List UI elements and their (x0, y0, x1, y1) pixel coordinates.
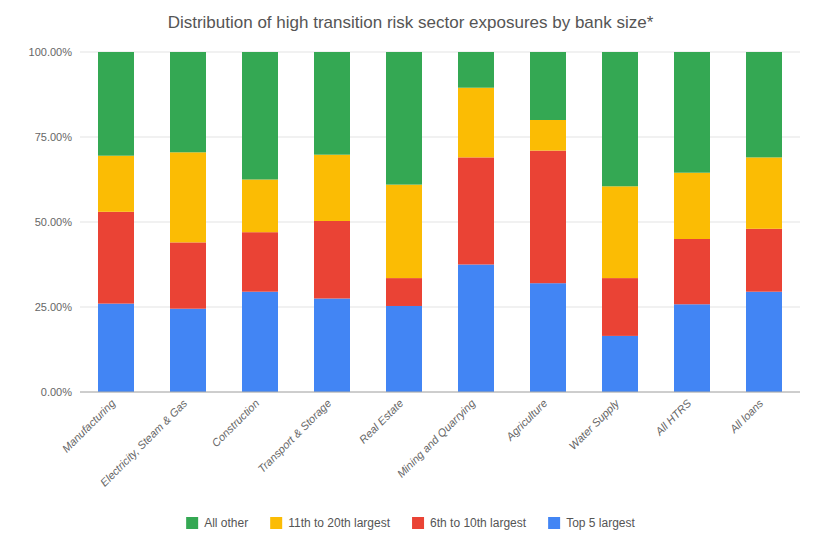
bar (458, 157, 494, 264)
bar (674, 304, 710, 392)
legend-swatch (548, 517, 560, 529)
bar (458, 88, 494, 158)
x-tick-label: Water Supply (566, 396, 622, 452)
legend-label: 6th to 10th largest (430, 516, 527, 530)
bar (98, 304, 134, 392)
x-tick-label: Mining and Quarrying (395, 396, 478, 479)
legend-swatch (412, 517, 424, 529)
bar (602, 336, 638, 392)
bar (530, 120, 566, 151)
x-tick-label: Manufacturing (60, 396, 118, 454)
bar (746, 52, 782, 157)
x-axis-line (80, 392, 800, 393)
bar (674, 239, 710, 304)
legend-swatch (186, 517, 198, 529)
bar (746, 292, 782, 392)
bar (170, 242, 206, 308)
y-tick-label: 25.00% (35, 301, 73, 313)
bar (314, 221, 350, 299)
y-tick-label: 75.00% (35, 131, 73, 143)
x-tick-label: Agriculture (503, 397, 549, 443)
legend-swatch (270, 517, 282, 529)
bars (98, 52, 782, 392)
bar (602, 186, 638, 278)
bar (98, 156, 134, 212)
bar (674, 52, 710, 173)
bar (314, 52, 350, 155)
bar (530, 283, 566, 392)
legend-label: Top 5 largest (566, 516, 635, 530)
series (98, 151, 782, 336)
bar (386, 278, 422, 306)
legend-item: All other (186, 516, 248, 530)
bar (170, 152, 206, 242)
bar (386, 185, 422, 279)
bar (602, 52, 638, 186)
bar (386, 52, 422, 185)
x-tick-label: Real Estate (357, 397, 406, 446)
bar (242, 232, 278, 292)
bar (242, 180, 278, 233)
bar (242, 292, 278, 392)
legend-item: 6th to 10th largest (412, 516, 527, 530)
bar (242, 52, 278, 180)
legend-item: 11th to 20th largest (270, 516, 391, 530)
legend-item: Top 5 largest (548, 516, 635, 530)
chart: Distribution of high transition risk sec… (0, 0, 821, 541)
bar (530, 52, 566, 120)
bar (386, 306, 422, 392)
bar (314, 299, 350, 393)
y-tick-label: 0.00% (41, 386, 72, 398)
x-axis: ManufacturingElectricity, Steam & Gas Con… (60, 396, 766, 489)
bar (530, 151, 566, 284)
bar (170, 309, 206, 392)
bar (746, 229, 782, 292)
bar (674, 173, 710, 239)
x-tick-label: Transport & Storage (255, 397, 333, 475)
y-axis: 0.00% 25.00% 50.00% 75.00% 100.00% (29, 46, 800, 398)
bar (98, 52, 134, 156)
x-tick-label: All loans (727, 397, 766, 436)
bar (458, 52, 494, 88)
legend-label: 11th to 20th largest (288, 516, 391, 530)
y-tick-label: 100.00% (29, 46, 73, 58)
grid-line (80, 392, 800, 393)
legend-label: All other (204, 516, 248, 530)
bar (170, 52, 206, 152)
legend: All other 11th to 20th largest 6th to 10th… (186, 516, 635, 530)
bar (746, 157, 782, 228)
y-tick-label: 50.00% (35, 216, 73, 228)
bar (602, 278, 638, 336)
bar (98, 212, 134, 304)
x-tick-label: All HTRS (652, 396, 694, 438)
bar (458, 265, 494, 393)
series (98, 52, 782, 186)
x-tick-label: Electricity, Steam & Gas (98, 397, 190, 489)
x-tick-label: Construction (209, 397, 261, 449)
title: Distribution of high transition risk sec… (168, 13, 654, 32)
bar (314, 155, 350, 221)
